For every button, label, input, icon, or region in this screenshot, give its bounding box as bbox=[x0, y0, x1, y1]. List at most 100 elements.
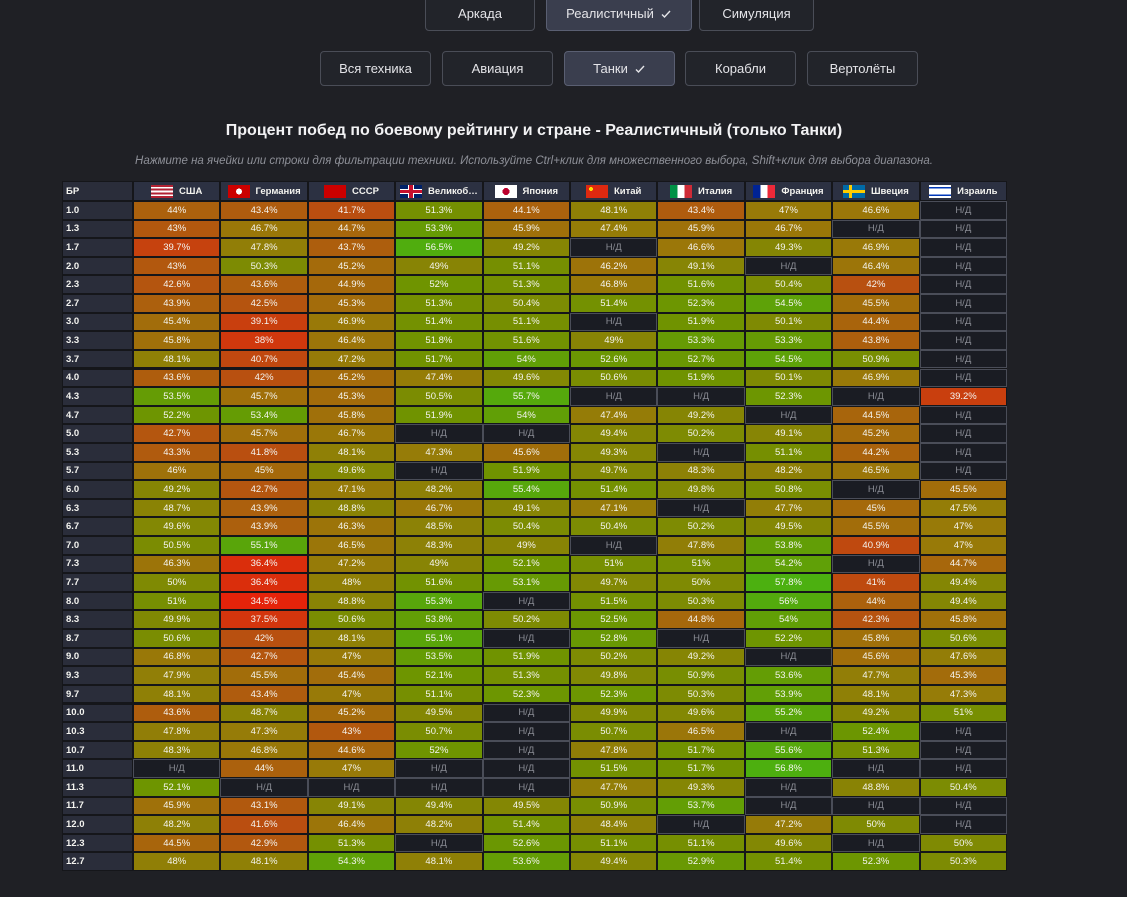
heat-cell[interactable]: 49% bbox=[482, 536, 570, 555]
heat-cell[interactable]: 45.2% bbox=[307, 703, 396, 723]
heat-cell[interactable]: 43.9% bbox=[220, 517, 308, 536]
empty-cell[interactable]: Н/Д bbox=[657, 387, 745, 406]
heat-cell[interactable]: 43.4% bbox=[220, 684, 308, 704]
type-button[interactable]: Авиация bbox=[442, 51, 553, 86]
heat-cell[interactable]: 45.9% bbox=[482, 219, 570, 239]
heat-cell[interactable]: 42.3% bbox=[832, 610, 920, 630]
heat-cell[interactable]: 49% bbox=[395, 554, 483, 574]
heat-cell[interactable]: 53.5% bbox=[133, 387, 221, 406]
row-header[interactable]: 4.3 bbox=[62, 387, 133, 406]
heat-cell[interactable]: 48.2% bbox=[133, 815, 221, 834]
heat-cell[interactable]: 49.5% bbox=[395, 703, 483, 723]
heat-cell[interactable]: 45.9% bbox=[657, 219, 745, 239]
heat-cell[interactable]: 47.1% bbox=[307, 480, 396, 499]
row-header[interactable]: 9.7 bbox=[62, 684, 133, 704]
heat-cell[interactable]: 39.1% bbox=[220, 312, 308, 332]
empty-cell[interactable]: Н/Д bbox=[919, 349, 1007, 369]
heat-cell[interactable]: 55.1% bbox=[395, 629, 483, 648]
heat-cell[interactable]: 49.2% bbox=[657, 405, 745, 425]
empty-cell[interactable]: Н/Д bbox=[744, 256, 833, 276]
heat-cell[interactable]: 45.4% bbox=[133, 312, 221, 332]
heat-cell[interactable]: 57.8% bbox=[744, 573, 833, 592]
heat-cell[interactable]: 53.8% bbox=[744, 536, 833, 555]
heat-cell[interactable]: 38% bbox=[220, 331, 308, 350]
heat-cell[interactable]: 51.1% bbox=[570, 833, 658, 853]
heat-cell[interactable]: 52.5% bbox=[570, 610, 658, 630]
heat-cell[interactable]: 51.6% bbox=[395, 573, 483, 592]
heat-cell[interactable]: 43% bbox=[307, 722, 396, 741]
heat-cell[interactable]: 50.6% bbox=[307, 610, 396, 630]
empty-cell[interactable]: Н/Д bbox=[832, 759, 920, 778]
heat-cell[interactable]: 49.4% bbox=[570, 424, 658, 443]
heat-cell[interactable]: 51.4% bbox=[570, 480, 658, 499]
row-header[interactable]: 12.0 bbox=[62, 815, 133, 834]
heat-cell[interactable]: 51.6% bbox=[482, 331, 570, 350]
heat-cell[interactable]: 43.4% bbox=[657, 201, 745, 220]
empty-cell[interactable]: Н/Д bbox=[744, 647, 833, 667]
heat-cell[interactable]: 55.4% bbox=[482, 480, 570, 499]
heat-cell[interactable]: 48.1% bbox=[133, 349, 221, 369]
empty-cell[interactable]: Н/Д bbox=[919, 461, 1007, 481]
heat-cell[interactable]: 53.6% bbox=[482, 852, 570, 871]
heat-cell[interactable]: 52.6% bbox=[570, 349, 658, 369]
heat-cell[interactable]: 44.6% bbox=[307, 740, 396, 760]
row-header[interactable]: 10.3 bbox=[62, 722, 133, 741]
heat-cell[interactable]: 52.7% bbox=[657, 349, 745, 369]
heat-cell[interactable]: 44% bbox=[832, 591, 920, 611]
heat-cell[interactable]: 51.8% bbox=[395, 331, 483, 350]
row-header[interactable]: 2.3 bbox=[62, 275, 133, 295]
empty-cell[interactable]: Н/Д bbox=[570, 536, 658, 555]
heat-cell[interactable]: 42.7% bbox=[220, 480, 308, 499]
heat-cell[interactable]: 42.9% bbox=[220, 833, 308, 853]
heat-cell[interactable]: 51.5% bbox=[570, 591, 658, 611]
heat-cell[interactable]: 45.2% bbox=[307, 368, 396, 388]
heat-cell[interactable]: 45.3% bbox=[307, 294, 396, 313]
heat-cell[interactable]: 52.3% bbox=[482, 684, 570, 704]
heat-cell[interactable]: 50.3% bbox=[657, 591, 745, 611]
row-header[interactable]: 12.3 bbox=[62, 833, 133, 853]
heat-cell[interactable]: 50.4% bbox=[570, 517, 658, 536]
heat-cell[interactable]: 47.3% bbox=[395, 442, 483, 462]
heat-cell[interactable]: 51.4% bbox=[395, 312, 483, 332]
empty-cell[interactable]: Н/Д bbox=[919, 722, 1007, 741]
heat-cell[interactable]: 54% bbox=[482, 405, 570, 425]
heat-cell[interactable]: 44.4% bbox=[832, 312, 920, 332]
empty-cell[interactable]: Н/Д bbox=[482, 703, 570, 723]
heat-cell[interactable]: 55.7% bbox=[482, 387, 570, 406]
heat-cell[interactable]: 36.4% bbox=[220, 554, 308, 574]
heat-cell[interactable]: 41.7% bbox=[307, 201, 396, 220]
heat-cell[interactable]: 49.1% bbox=[744, 424, 833, 443]
row-header[interactable]: 11.7 bbox=[62, 796, 133, 816]
heat-cell[interactable]: 46.5% bbox=[657, 722, 745, 741]
empty-cell[interactable]: Н/Д bbox=[919, 740, 1007, 760]
heat-cell[interactable]: 50.6% bbox=[570, 368, 658, 388]
heat-cell[interactable]: 48.7% bbox=[220, 703, 308, 723]
heat-cell[interactable]: 56.8% bbox=[744, 759, 833, 778]
heat-cell[interactable]: 48.2% bbox=[744, 461, 833, 481]
heat-cell[interactable]: 54% bbox=[744, 610, 833, 630]
heat-cell[interactable]: 47.1% bbox=[570, 498, 658, 518]
column-header[interactable]: Германия bbox=[220, 181, 308, 201]
mode-button[interactable]: Симуляция bbox=[699, 0, 814, 31]
empty-cell[interactable]: Н/Д bbox=[919, 815, 1007, 834]
heat-cell[interactable]: 47.2% bbox=[307, 349, 396, 369]
heat-cell[interactable]: 49.4% bbox=[570, 852, 658, 871]
row-header[interactable]: 7.0 bbox=[62, 536, 133, 555]
heat-cell[interactable]: 53.3% bbox=[395, 219, 483, 239]
column-header[interactable]: Франция bbox=[744, 181, 833, 201]
heat-cell[interactable]: 49.6% bbox=[657, 703, 745, 723]
heat-cell[interactable]: 45.8% bbox=[919, 610, 1007, 630]
empty-cell[interactable]: Н/Д bbox=[919, 405, 1007, 425]
heat-cell[interactable]: 43.6% bbox=[133, 703, 221, 723]
heat-cell[interactable]: 56.5% bbox=[395, 238, 483, 257]
heat-cell[interactable]: 45.8% bbox=[133, 331, 221, 350]
heat-cell[interactable]: 53.1% bbox=[482, 573, 570, 592]
heat-cell[interactable]: 51% bbox=[919, 703, 1007, 723]
heat-cell[interactable]: 50.6% bbox=[919, 629, 1007, 648]
heat-cell[interactable]: 46.4% bbox=[307, 331, 396, 350]
empty-cell[interactable]: Н/Д bbox=[919, 275, 1007, 295]
heat-cell[interactable]: 49% bbox=[395, 256, 483, 276]
heat-cell[interactable]: 48.7% bbox=[133, 498, 221, 518]
heat-cell[interactable]: 47.4% bbox=[570, 405, 658, 425]
heat-cell[interactable]: 49% bbox=[570, 331, 658, 350]
